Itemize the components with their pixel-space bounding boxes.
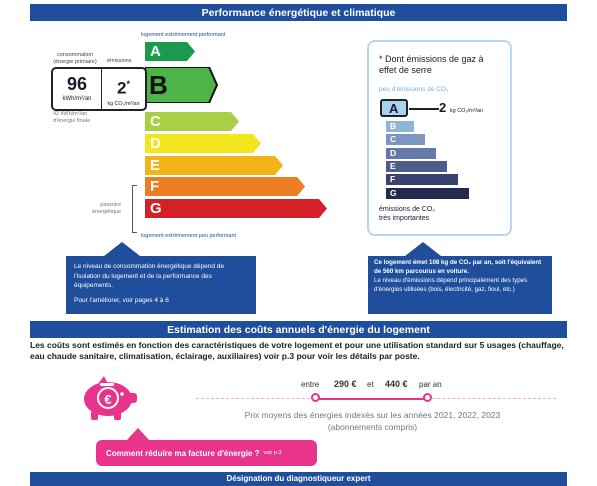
- cost-max: 440 €: [385, 379, 408, 389]
- consumption-unit: kWh/m²/an: [62, 96, 92, 102]
- dpe-letter-b: B: [149, 70, 168, 100]
- emissions-caption: émissions: [107, 58, 132, 64]
- price-note: Prix moyens des énergies indexés sur les…: [244, 410, 501, 420]
- dpe-letter-d: D: [150, 134, 161, 152]
- diagnostician-title: Désignation du diagnostiqueur expert: [226, 474, 371, 483]
- reduce-bill-label: Comment réduire ma facture d'énergie ?: [106, 448, 260, 458]
- dpe-bar-g: G: [145, 199, 329, 219]
- ges-letter-d: D: [390, 147, 397, 158]
- final-energy: 42 kWh/m²/an d'énergie finale: [53, 111, 91, 124]
- ges-bar-b: B: [386, 121, 414, 132]
- dpe-bar-d: D: [145, 133, 263, 153]
- callout-left-pointer: [104, 242, 140, 256]
- callout-right-text: Le niveau d'émissions dépend principalem…: [374, 277, 528, 293]
- diagnostician-header: Désignation du diagnostiqueur expert: [30, 472, 567, 486]
- dpe-letter-e: E: [150, 156, 161, 174]
- ges-worst-label: émissions de CO₂ très importantes: [379, 206, 436, 222]
- energy-performance-title: Performance énergétique et climatique: [201, 6, 396, 19]
- callout-left-link[interactable]: Pour l'améliorer, voir pages 4 à 6: [74, 296, 169, 304]
- ges-current-marker: A: [380, 99, 408, 117]
- ges-title: * Dont émissions de gaz à effet de serre: [379, 54, 484, 75]
- cost-max-dot: [423, 393, 432, 402]
- dpe-letter-g: G: [150, 200, 162, 218]
- passoire-label: passoire énergétique: [92, 202, 122, 215]
- dpe-bar-a: A: [145, 42, 197, 61]
- cost-intro: Les coûts sont estimés en fonction des c…: [30, 340, 564, 361]
- callout-left: Le niveau de consommation énergétique dé…: [66, 256, 256, 314]
- consumption-value: 96: [66, 74, 88, 94]
- ges-bar-c: C: [386, 134, 425, 146]
- ges-current-value: 2 kg CO₂/m²/an: [439, 100, 484, 115]
- callout-right: Ce logement émet 108 kg de CO₂ par an, s…: [368, 256, 552, 314]
- piggy-bank-icon: €: [78, 375, 140, 421]
- dpe-bar-f: F: [145, 177, 307, 197]
- dpe-letter-f: F: [150, 178, 160, 196]
- ges-best-label: peu d'émissions de CO₂: [379, 86, 449, 93]
- ges-letter-c: C: [390, 134, 397, 145]
- callout-right-pointer: [405, 242, 441, 256]
- reduce-bill-button[interactable]: Comment réduire ma facture d'énergie ? v…: [96, 440, 317, 466]
- euro-symbol: €: [97, 387, 119, 409]
- price-note-sub: (abonnements compris): [327, 422, 418, 432]
- reduce-bill-ref: voir p.3: [263, 450, 282, 456]
- dpe-best-label: logement extrêmement performant: [141, 32, 226, 38]
- cost-min: 290 €: [334, 379, 357, 389]
- ges-bar-g: G: [386, 187, 469, 199]
- cost-min-dot: [311, 393, 320, 402]
- consumption-box: 96 kWh/m²/an 2* kg CO₂/m²/an: [51, 67, 147, 111]
- ges-letter-f: F: [390, 174, 396, 185]
- reduce-bill-pointer: [127, 428, 149, 440]
- cost-estimate-title: Estimation des coûts annuels d'énergie d…: [167, 323, 430, 336]
- ges-letter-e: E: [390, 160, 396, 171]
- ges-current-line: [409, 108, 439, 110]
- emissions-value: 2*: [117, 78, 130, 98]
- dpe-bar-e: E: [145, 155, 285, 175]
- consumption-caption: consommation (énergie primaire): [53, 52, 97, 65]
- ges-label-box: * Dont émissions de gaz à effet de serre…: [367, 40, 512, 236]
- ges-letter-b: B: [390, 121, 397, 131]
- dpe-bar-b: B: [144, 66, 219, 104]
- dpe-letter-a: A: [150, 43, 161, 60]
- dpe-letter-c: C: [150, 113, 161, 130]
- dpe-bar-c: C: [145, 112, 241, 131]
- dpe-worst-label: logement extrêmement peu performant: [141, 233, 237, 239]
- passoire-bracket: [132, 185, 137, 233]
- cost-estimate-header: Estimation des coûts annuels d'énergie d…: [30, 321, 567, 338]
- ges-bar-e: E: [386, 160, 447, 172]
- callout-right-bold: Ce logement émet 108 kg de CO₂ par an, s…: [374, 259, 542, 275]
- callout-left-text: Le niveau de consommation énergétique dé…: [74, 263, 224, 289]
- ges-letter-g: G: [390, 187, 397, 198]
- cost-range-solid: [316, 398, 428, 400]
- ges-bar-d: D: [386, 147, 436, 159]
- ges-bar-f: F: [386, 174, 458, 186]
- emissions-unit: kg CO₂/m²/an: [107, 100, 140, 107]
- energy-performance-header: Performance énergétique et climatique: [30, 4, 567, 21]
